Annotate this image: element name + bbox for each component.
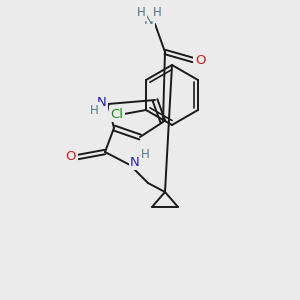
Text: Cl: Cl xyxy=(110,107,124,121)
Text: N: N xyxy=(130,155,140,169)
Text: H: H xyxy=(141,148,149,161)
Text: O: O xyxy=(66,151,76,164)
Text: H: H xyxy=(90,103,98,116)
Text: O: O xyxy=(195,53,205,67)
Text: N: N xyxy=(97,95,107,109)
Text: H: H xyxy=(153,7,161,20)
Text: N: N xyxy=(144,14,154,26)
Text: H: H xyxy=(136,7,146,20)
